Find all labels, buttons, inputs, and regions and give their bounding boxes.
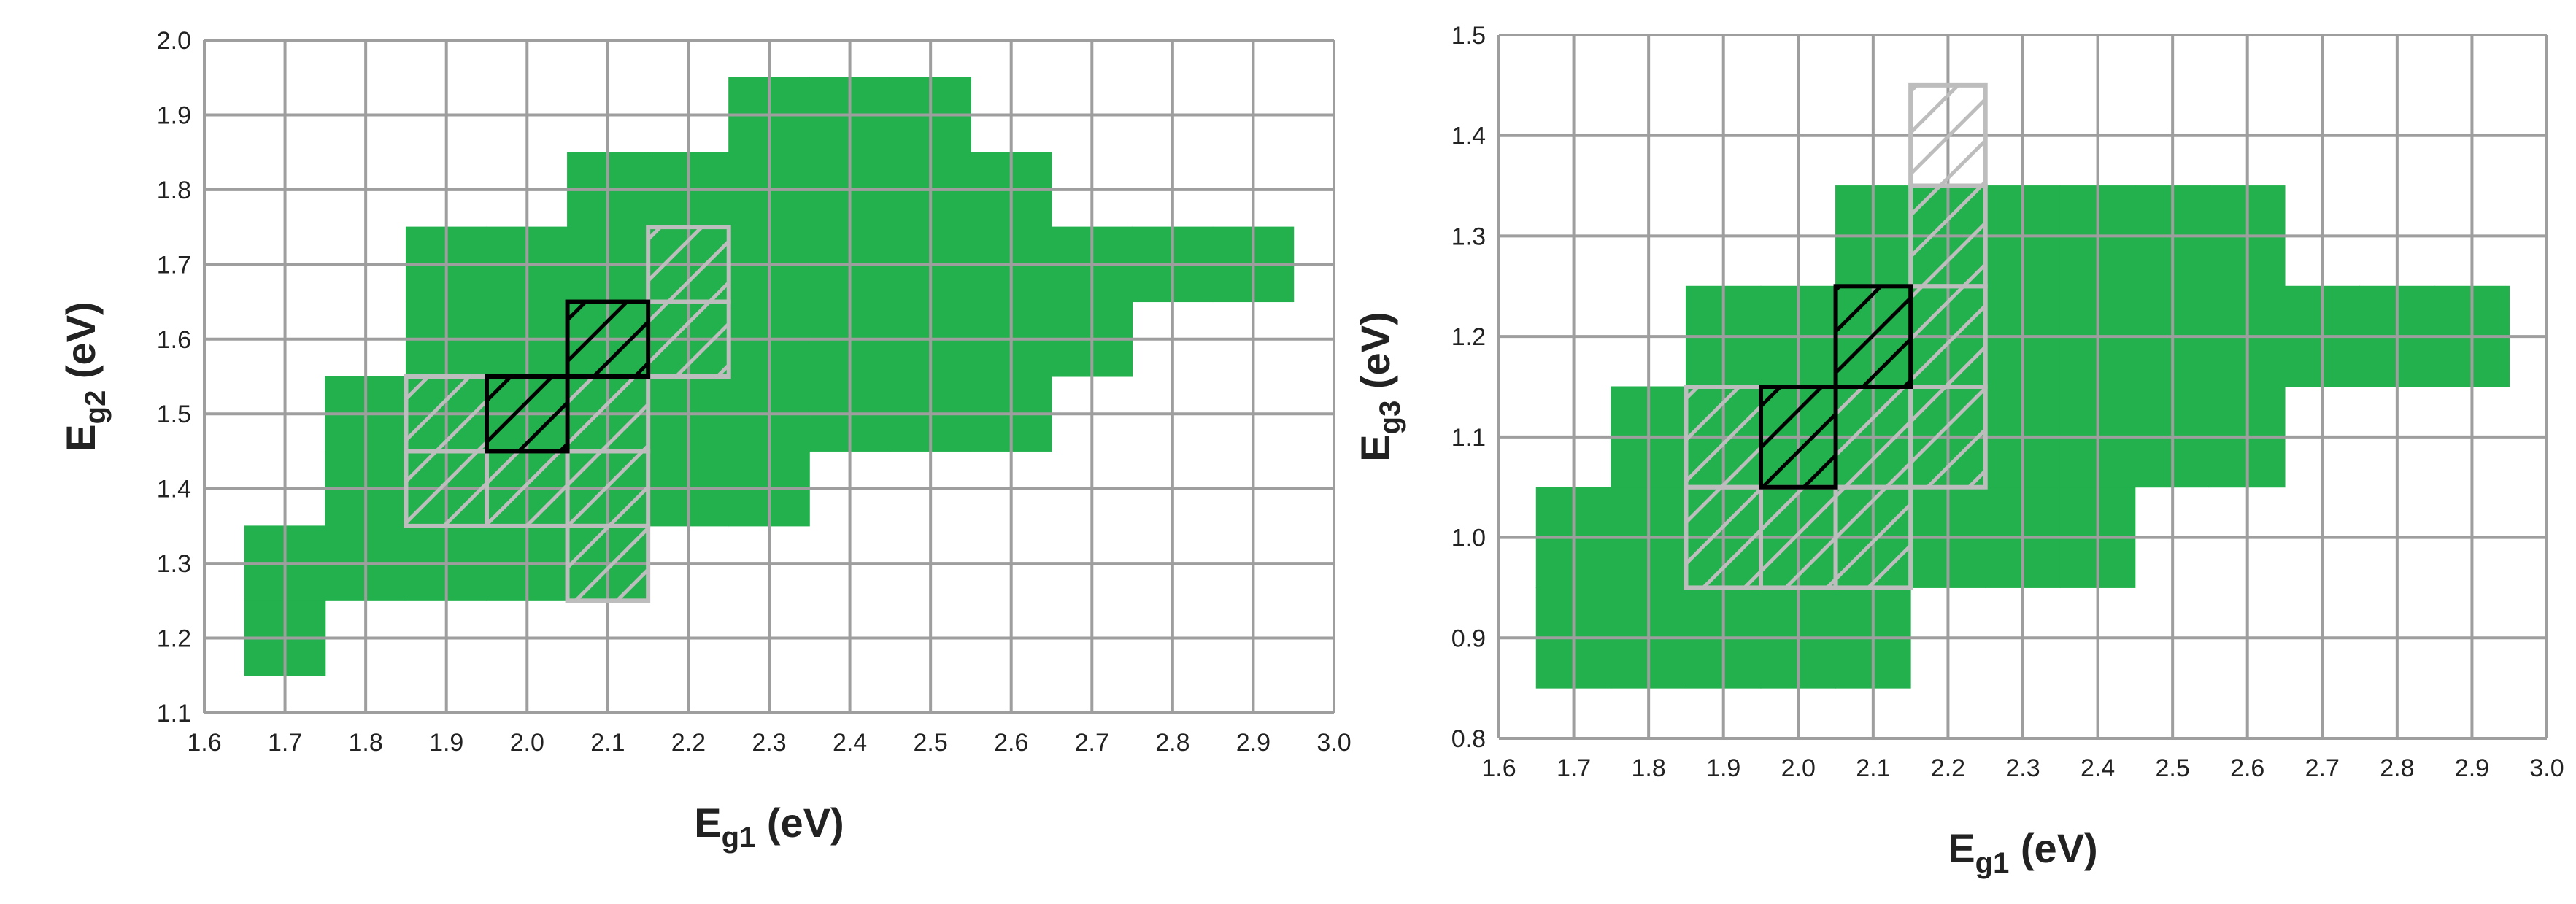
x-tick-label: 2.9 — [1236, 729, 1270, 757]
x-tick-label: 1.7 — [1557, 754, 1591, 782]
x-tick-label: 2.0 — [510, 729, 544, 757]
x-tick-label: 3.0 — [2529, 754, 2564, 782]
y-tick-label: 1.6 — [157, 326, 191, 354]
y-axis-label: Eg2 (eV) — [58, 301, 112, 451]
y-tick-label: 0.9 — [1451, 625, 1486, 652]
x-tick-label: 1.6 — [1481, 754, 1516, 782]
x-tick-label: 2.4 — [2081, 754, 2115, 782]
hatched-cell-light — [565, 374, 651, 454]
grid — [1497, 34, 2548, 740]
y-tick-label: 1.4 — [1451, 123, 1486, 150]
hatched-cell-light — [1908, 284, 1988, 389]
y-tick-labels: 1.1 1.2 1.3 1.4 1.5 1.6 1.7 1.8 1.9 2.0 — [157, 27, 191, 727]
y-tick-label: 1.0 — [1451, 525, 1486, 552]
y-tick-label: 1.5 — [157, 401, 191, 428]
x-tick-label: 2.6 — [994, 729, 1028, 757]
y-tick-label: 1.3 — [157, 550, 191, 578]
y-tick-label: 1.1 — [157, 700, 191, 727]
hatched-cell-light — [1833, 385, 1913, 490]
y-tick-label: 1.4 — [157, 476, 191, 503]
hatched-cell-light — [1684, 484, 1763, 590]
x-tick-label: 2.0 — [1781, 754, 1816, 782]
y-tick-label: 1.5 — [1451, 22, 1486, 50]
x-tick-label: 2.4 — [833, 729, 867, 757]
hatched-cell-light — [646, 299, 731, 379]
x-tick-label: 2.5 — [914, 729, 948, 757]
chart-2: 1.6 1.7 1.8 1.9 2.0 2.1 2.2 2.3 2.4 2.5 2.6 2.7 2.8 2… — [1352, 22, 2564, 879]
x-tick-labels: 1.6 1.7 1.8 1.9 2.0 2.1 2.2 2.3 2.4 2.5 2.6 2.7 2.8 2… — [1481, 754, 2564, 782]
x-tick-label: 1.6 — [187, 729, 221, 757]
x-tick-label: 1.8 — [349, 729, 383, 757]
hatched-cell-dark — [1759, 385, 1838, 490]
hatched-cell-light — [1908, 82, 1988, 188]
hatched-cell-light — [1759, 484, 1838, 590]
x-tick-label: 2.9 — [2455, 754, 2489, 782]
x-tick-label: 2.6 — [2230, 754, 2264, 782]
x-tick-label: 2.5 — [2156, 754, 2190, 782]
x-tick-label: 2.2 — [671, 729, 706, 757]
chart-1: 1.6 1.7 1.8 1.9 2.0 2.1 2.2 2.3 2.4 2.5 2.6 2.7 2.8 2… — [58, 27, 1351, 854]
y-tick-label: 1.3 — [1451, 223, 1486, 250]
hatched-cell-light — [1908, 183, 1988, 289]
x-tick-label: 3.0 — [1316, 729, 1351, 757]
x-tick-labels: 1.6 1.7 1.8 1.9 2.0 2.1 2.2 2.3 2.4 2.5 2.6 2.7 2.8 2… — [187, 729, 1351, 757]
hatched-cell-light — [646, 225, 731, 304]
x-tick-label: 2.7 — [2305, 754, 2340, 782]
y-tick-label: 2.0 — [157, 27, 191, 55]
x-tick-label: 2.7 — [1075, 729, 1109, 757]
x-tick-label: 2.3 — [2005, 754, 2040, 782]
hatched-cell-light — [404, 449, 490, 528]
x-tick-label: 2.3 — [752, 729, 786, 757]
hatched-cell-light — [1833, 484, 1913, 590]
x-tick-label: 1.9 — [429, 729, 463, 757]
x-tick-label: 2.1 — [590, 729, 625, 757]
y-tick-label: 1.1 — [1451, 424, 1486, 452]
x-tick-label: 2.8 — [2380, 754, 2414, 782]
x-axis-label: Eg1 (eV) — [1948, 825, 2097, 879]
y-tick-label: 0.8 — [1451, 725, 1486, 753]
x-tick-label: 1.9 — [1706, 754, 1740, 782]
hatched-cell-light — [565, 523, 651, 603]
x-tick-label: 2.2 — [1931, 754, 1965, 782]
hatched-cell-light-group — [404, 225, 731, 603]
hatched-cell-dark — [1833, 284, 1913, 389]
x-tick-label: 1.7 — [268, 729, 302, 757]
y-tick-label: 1.2 — [157, 625, 191, 653]
hatched-cell-light — [1684, 385, 1763, 490]
x-tick-label: 2.8 — [1155, 729, 1189, 757]
hatched-cell-dark-group — [485, 299, 651, 454]
hatched-cell-light — [485, 449, 570, 528]
hatched-cell-light — [404, 374, 490, 454]
y-tick-label: 1.8 — [157, 177, 191, 204]
hatched-cell-light — [565, 449, 651, 528]
x-axis-label: Eg1 (eV) — [694, 800, 844, 854]
hatched-cell-dark — [565, 299, 651, 379]
hatched-cell-light — [1908, 385, 1988, 490]
grid — [203, 39, 1335, 714]
hatched-cell-dark-group — [1759, 284, 1913, 490]
hatched-cell-light-group — [1684, 82, 1988, 590]
y-tick-label: 1.7 — [157, 251, 191, 279]
x-tick-label: 1.8 — [1632, 754, 1666, 782]
y-tick-label: 1.2 — [1451, 323, 1486, 351]
hatched-cell-dark — [485, 374, 570, 454]
x-tick-label: 2.1 — [1856, 754, 1890, 782]
y-axis-label: Eg3 (eV) — [1352, 312, 1406, 461]
y-tick-labels: 0.8 0.9 1.0 1.1 1.2 1.3 1.4 1.5 — [1451, 22, 1486, 753]
y-tick-label: 1.9 — [157, 101, 191, 129]
